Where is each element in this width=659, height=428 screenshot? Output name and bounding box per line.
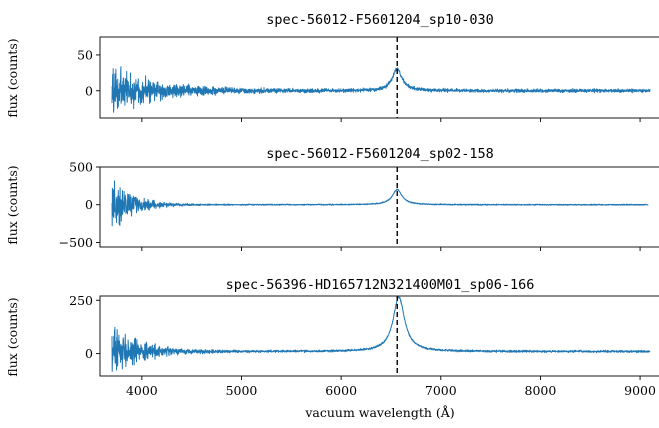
panel-3-spectrum-line [111, 296, 651, 372]
panel-1-ylabel: flux (counts) [5, 38, 20, 117]
panel-2-spectrum-line [111, 180, 649, 227]
panel-1-frame [99, 36, 659, 119]
panel-3-ticks: 0 250 4000 5000 6000 7000 8000 9000 [69, 293, 656, 398]
panel-3-frame [99, 295, 659, 377]
xtick-label: 6000 [325, 383, 357, 398]
panel-1-spectrum-line [111, 66, 651, 113]
panel-2-ticks: −500 0 500 [59, 160, 641, 251]
panel-1: spec-56012-F5601204_sp10-030 flux (count… [5, 12, 659, 122]
panel-3-ytick-label: 0 [85, 346, 93, 361]
panel-2-frame [99, 166, 659, 248]
panel-2-title: spec-56012-F5601204_sp02-158 [266, 146, 494, 162]
panel-1-ticks: 0 50 [77, 47, 641, 122]
panel-3: spec-56396-HD165712N321400M01_sp06-166 f… [5, 277, 659, 398]
panel-3-ylabel: flux (counts) [5, 297, 20, 376]
panel-2-ylabel: flux (counts) [5, 165, 20, 244]
xtick-label: 8000 [525, 383, 557, 398]
panel-1-ytick-label: 0 [85, 83, 93, 98]
xtick-label: 5000 [226, 383, 258, 398]
panel-2: spec-56012-F5601204_sp02-158 flux (count… [5, 146, 659, 251]
panel-1-plot [111, 37, 651, 118]
panel-3-plot [111, 296, 651, 376]
panel-2-ytick-label: 0 [85, 197, 93, 212]
panel-3-ytick-label: 250 [69, 293, 93, 308]
xtick-label: 7000 [425, 383, 457, 398]
panel-1-ytick-label: 50 [77, 47, 93, 62]
panel-2-ytick-label: 500 [69, 160, 93, 175]
panel-3-title: spec-56396-HD165712N321400M01_sp06-166 [226, 277, 535, 293]
panel-2-ytick-label: −500 [59, 235, 93, 250]
xtick-label: 9000 [624, 383, 656, 398]
x-axis-label: vacuum wavelength (Å) [304, 405, 454, 420]
panel-1-title: spec-56012-F5601204_sp10-030 [266, 12, 494, 28]
panel-2-plot [111, 167, 649, 247]
xtick-label: 4000 [126, 383, 158, 398]
